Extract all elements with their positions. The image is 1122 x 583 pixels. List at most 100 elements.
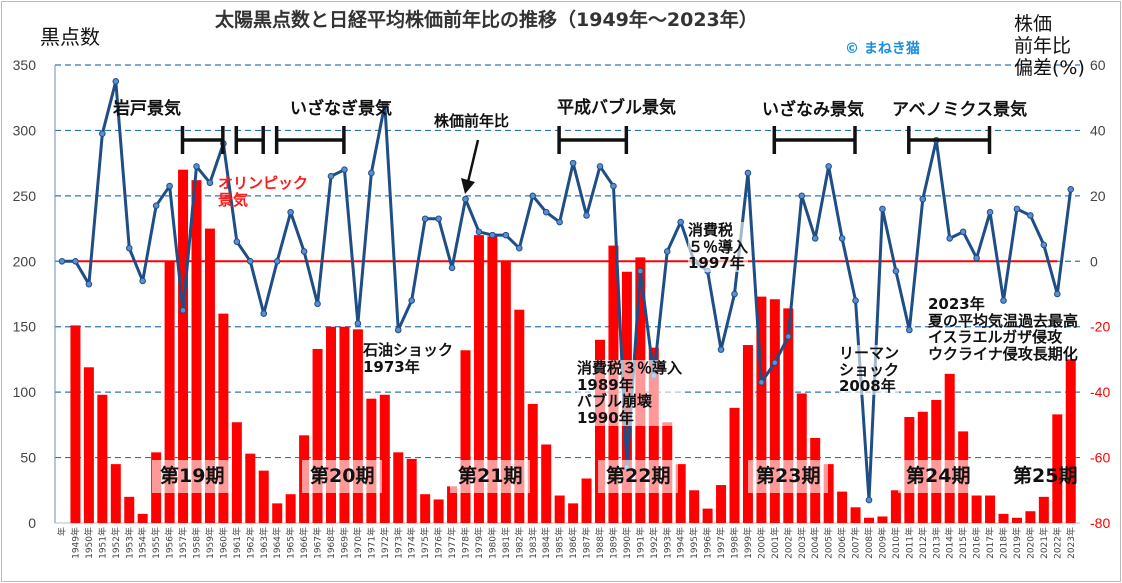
left-tick-label: 100 <box>13 384 37 400</box>
stock-yoy-point <box>394 326 402 334</box>
stock-yoy-point <box>193 163 200 170</box>
x-tick-label: 2012年 <box>917 527 929 559</box>
x-tick-label: 1978年 <box>460 527 472 559</box>
x-tick-label: 2003年 <box>796 527 808 559</box>
x-tick-label: 1950年 <box>83 527 95 559</box>
sunspot-bar <box>998 513 1009 523</box>
x-tick-label: 1974年 <box>406 527 418 559</box>
stock-yoy-point <box>596 163 604 170</box>
stock-yoy-point <box>516 244 523 252</box>
stock-yoy-point <box>489 231 496 239</box>
x-tick-label: 1955年 <box>150 527 162 559</box>
sunspot-bar <box>285 494 296 523</box>
cycle-label: 第24期 <box>898 460 979 493</box>
x-tick-label: 2019年 <box>1011 527 1023 559</box>
x-tick-label: 1961年 <box>231 527 243 559</box>
stock-yoy-point <box>462 195 469 203</box>
right-axis-title-line: 偏差(%) <box>1014 56 1085 79</box>
stock-yoy-point <box>986 208 994 216</box>
sunspot-bar <box>110 464 121 523</box>
annotation-oil-shock: 石油ショック 1973年 <box>363 341 454 376</box>
sunspot-bar <box>689 490 700 523</box>
left-tick-label: 250 <box>13 188 37 204</box>
stock-yoy-point <box>973 254 980 262</box>
x-tick-label: 1980年 <box>486 527 498 559</box>
stock-yoy-point <box>152 202 160 209</box>
stock-yoy-point <box>273 257 281 265</box>
sunspot-bar <box>204 228 215 524</box>
stock-yoy-point <box>502 231 510 239</box>
sunspot-bar <box>756 296 767 523</box>
sunspot-bar <box>944 373 955 523</box>
stock-yoy-point <box>542 208 550 216</box>
arrow-head-icon <box>461 178 475 194</box>
sunspot-bar <box>769 299 780 523</box>
x-tick-label: 2001年 <box>769 527 781 559</box>
sunspot-bar <box>447 486 458 523</box>
x-tick-label: 1960年 <box>217 527 229 559</box>
stock-yoy-point <box>838 235 846 242</box>
x-tick-label: 2022年 <box>1051 527 1063 559</box>
x-tick-label: 1962年 <box>244 527 256 559</box>
right-tick-label: -80 <box>1090 515 1110 531</box>
sunspot-bar <box>1025 511 1036 523</box>
stock-yoy-point <box>919 195 927 203</box>
right-tick-label: 0 <box>1090 253 1098 269</box>
right-tick-label: -40 <box>1090 384 1110 400</box>
left-tick-label: 150 <box>13 319 37 335</box>
x-tick-label: 1999年 <box>742 527 754 559</box>
sunspot-bar <box>1011 517 1022 523</box>
x-tick-label: 2021年 <box>1038 527 1050 559</box>
sunspot-bar <box>864 517 874 523</box>
stock-yoy-point <box>1067 186 1075 193</box>
annotation-abenomics: アベノミクス景気 <box>892 100 1028 120</box>
left-tick-label: 50 <box>20 450 36 466</box>
left-tick-label: 350 <box>13 57 37 73</box>
x-tick-label: 2004年 <box>809 527 821 559</box>
x-tick-label: 2005年 <box>823 527 835 559</box>
x-tick-label: 1969年 <box>338 527 350 559</box>
stock-yoy-point <box>744 169 752 177</box>
stock-yoy-point <box>166 182 173 190</box>
x-tick-label: 1968年 <box>325 527 337 559</box>
x-tick-label: 1963年 <box>258 527 270 559</box>
sunspot-bar <box>971 495 982 523</box>
sunspot-bar <box>487 236 498 523</box>
left-tick-label: 300 <box>13 122 37 138</box>
x-tick-label: 1959年 <box>204 527 216 559</box>
copyright: © まねき猫 <box>845 41 920 57</box>
stock-yoy-point <box>1027 212 1034 219</box>
x-tick-label: 1983年 <box>527 527 539 559</box>
sunspot-bar <box>568 503 579 523</box>
stock-yoy-point <box>758 379 765 386</box>
sunspot-bar <box>379 394 390 523</box>
sunspot-bar <box>890 490 901 523</box>
stock-yoy-point <box>879 205 886 213</box>
stock-yoy-point <box>1054 290 1061 298</box>
right-axis-title-line: 株価 <box>1014 13 1053 35</box>
stock-yoy-point <box>731 290 738 298</box>
cycle-label: 第19期 <box>152 460 233 493</box>
sunspot-bar <box>648 347 659 523</box>
stock-yoy-point <box>381 100 389 108</box>
stock-yoy-point <box>327 172 335 180</box>
sunspot-bar <box>352 329 363 523</box>
cycle-label: 第20期 <box>302 460 383 493</box>
x-tick-label: 2007年 <box>850 527 862 559</box>
stock-yoy-point <box>865 496 873 504</box>
period-bracket <box>907 126 992 154</box>
stock-yoy-point <box>314 300 321 308</box>
sunspot-bar <box>554 495 565 523</box>
stock-yoy-point <box>825 163 832 170</box>
sunspot-bar <box>541 444 552 523</box>
x-tick-label: 1972年 <box>379 527 391 559</box>
period-bracket <box>274 126 346 154</box>
cycle-label: 第23期 <box>748 460 829 493</box>
x-tick-label: 2011年 <box>903 527 915 559</box>
x-tick-label: 2009年 <box>876 527 888 559</box>
sunspot-bar <box>514 309 525 523</box>
x-tick-label: 1995年 <box>688 527 700 559</box>
sunspot-bar <box>191 180 202 523</box>
